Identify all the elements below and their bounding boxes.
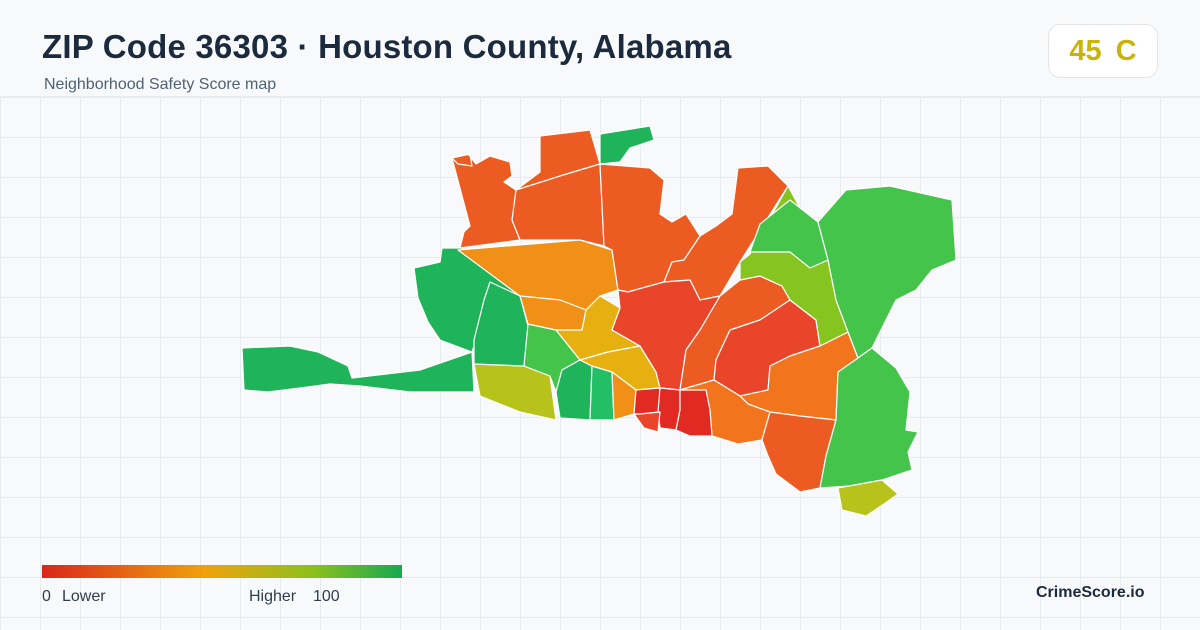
legend-low-label: Lower — [62, 588, 106, 605]
safety-score-value: 45 — [1069, 34, 1102, 67]
page-title: ZIP Code 36303 · Houston County, Alabama — [42, 28, 732, 65]
neighborhood-region[interactable] — [241, 345, 475, 393]
legend-low-value: 0 — [42, 588, 51, 605]
page-subtitle: Neighborhood Safety Score map — [44, 76, 277, 93]
header — [0, 0, 1200, 97]
legend-high-value: 100 — [313, 588, 340, 605]
legend-high-label: Higher — [249, 588, 297, 605]
neighborhood-region[interactable] — [511, 163, 605, 247]
neighborhood-region[interactable] — [589, 365, 615, 421]
safety-score-badge: 45 C — [1048, 24, 1158, 78]
legend-gradient-bar — [42, 565, 402, 578]
neighborhood-regions — [241, 125, 957, 517]
brand-logo-text: CrimeScore.io — [1036, 584, 1145, 601]
neighborhood-region[interactable] — [817, 185, 957, 359]
safety-score-grade: C — [1115, 34, 1137, 67]
neighborhood-region[interactable] — [837, 479, 899, 517]
neighborhood-region[interactable] — [761, 411, 837, 493]
neighborhood-region[interactable] — [633, 411, 661, 433]
neighborhood-region[interactable] — [675, 389, 713, 437]
neighborhood-region[interactable] — [633, 387, 661, 415]
neighborhood-region[interactable] — [819, 347, 919, 489]
neighborhood-region[interactable] — [599, 125, 655, 165]
